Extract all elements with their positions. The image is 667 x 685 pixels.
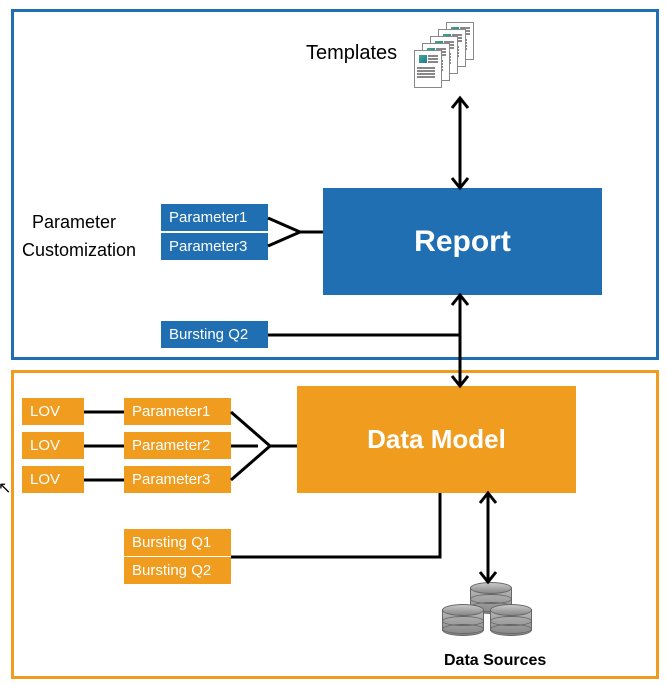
datamodel-box: Data Model (297, 386, 576, 493)
dm-param-box-1: Parameter1 (124, 398, 231, 425)
param-custom-label-2: Customization (22, 240, 136, 261)
bursting-q2-blue: Bursting Q2 (161, 321, 268, 348)
param-box-parameter1: Parameter1 (161, 204, 268, 231)
param-custom-label-1: Parameter (32, 212, 116, 233)
report-box: Report (323, 188, 602, 295)
templates-label: Templates (306, 42, 397, 65)
dm-param-box-2: Parameter2 (124, 432, 231, 459)
lov-box-1: LOV (22, 398, 84, 425)
bursting-q2-orange: Bursting Q2 (124, 557, 231, 584)
datasources-label: Data Sources (444, 652, 546, 670)
bursting-q1-orange: Bursting Q1 (124, 529, 231, 556)
lov-box-3: LOV (22, 466, 84, 493)
dm-param-box-3: Parameter3 (124, 466, 231, 493)
lov-box-2: LOV (22, 432, 84, 459)
diagram-container: Templates Parameter Customization Parame… (0, 0, 667, 685)
cursor-icon: ↖ (0, 478, 11, 498)
param-box-parameter3: Parameter3 (161, 233, 268, 260)
